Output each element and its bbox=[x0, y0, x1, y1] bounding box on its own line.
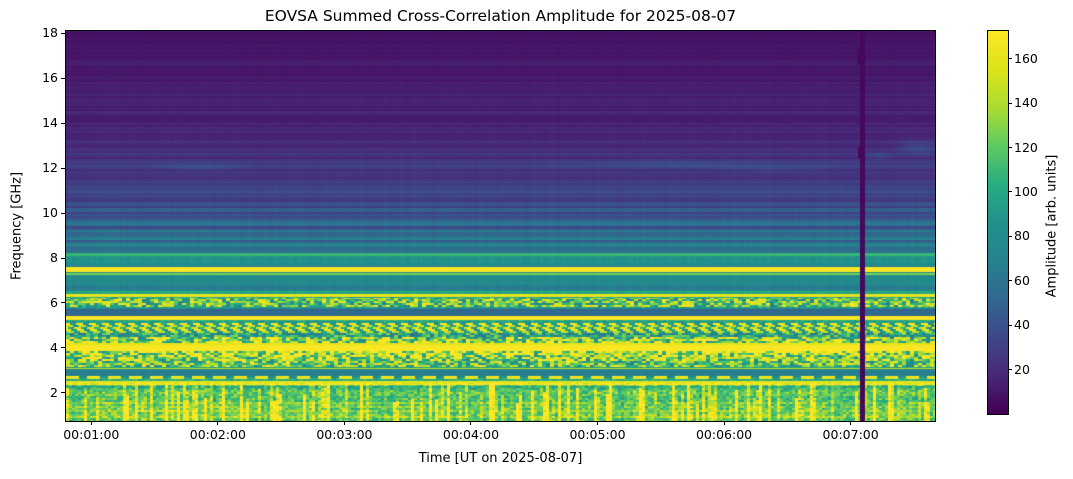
y-tick-label: 2 bbox=[50, 384, 58, 400]
y-tick-mark bbox=[61, 347, 65, 349]
colorbar-tick-mark bbox=[1008, 191, 1012, 193]
x-tick-mark bbox=[470, 421, 472, 425]
colorbar-tick-label: 160 bbox=[1014, 50, 1038, 66]
plot-area bbox=[65, 30, 936, 422]
colorbar-tick-mark bbox=[1008, 369, 1012, 371]
colorbar-tick-mark bbox=[1008, 147, 1012, 149]
x-tick-mark bbox=[217, 421, 219, 425]
y-tick-label: 4 bbox=[50, 339, 58, 355]
colorbar-tick-label: 140 bbox=[1014, 95, 1038, 111]
y-tick-mark bbox=[61, 167, 65, 169]
x-tick-label: 00:02:00 bbox=[189, 427, 246, 442]
y-tick-mark bbox=[61, 122, 65, 124]
spectrogram-heatmap bbox=[66, 31, 935, 421]
x-tick-mark bbox=[723, 421, 725, 425]
x-axis-label: Time [UT on 2025-08-07] bbox=[418, 451, 583, 466]
colorbar-tick-label: 100 bbox=[1014, 183, 1038, 199]
colorbar-tick-mark bbox=[1008, 102, 1012, 104]
colorbar-tick-label: 80 bbox=[1014, 228, 1030, 244]
x-tick-mark bbox=[90, 421, 92, 425]
y-tick-label: 16 bbox=[42, 70, 58, 86]
y-tick-mark bbox=[61, 77, 65, 79]
y-tick-mark bbox=[61, 212, 65, 214]
x-tick-label: 00:07:00 bbox=[822, 427, 879, 442]
x-tick-mark bbox=[597, 421, 599, 425]
x-tick-label: 00:04:00 bbox=[442, 427, 500, 442]
colorbar-tick-mark bbox=[1008, 324, 1012, 326]
y-tick-mark bbox=[61, 257, 65, 259]
x-tick-label: 00:01:00 bbox=[63, 427, 120, 442]
colorbar-tick-label: 60 bbox=[1014, 272, 1030, 288]
colorbar bbox=[987, 30, 1009, 415]
y-tick-label: 14 bbox=[42, 115, 58, 131]
colorbar-tick-mark bbox=[1008, 58, 1012, 60]
y-tick-label: 6 bbox=[50, 294, 58, 310]
colorbar-tick-label: 40 bbox=[1014, 317, 1030, 333]
y-tick-label: 12 bbox=[42, 160, 58, 176]
chart-title: EOVSA Summed Cross-Correlation Amplitude… bbox=[264, 7, 737, 25]
colorbar-tick-mark bbox=[1008, 235, 1012, 237]
x-tick-label: 00:03:00 bbox=[316, 427, 373, 442]
colorbar-tick-label: 20 bbox=[1014, 361, 1030, 377]
x-tick-mark bbox=[343, 421, 345, 425]
colorbar-tick-mark bbox=[1008, 280, 1012, 282]
colorbar-gradient bbox=[988, 31, 1008, 414]
x-tick-label: 00:06:00 bbox=[695, 427, 753, 442]
y-tick-label: 18 bbox=[42, 25, 58, 41]
colorbar-tick-label: 120 bbox=[1014, 139, 1038, 155]
y-tick-mark bbox=[61, 32, 65, 34]
x-tick-mark bbox=[850, 421, 852, 425]
y-tick-label: 8 bbox=[50, 250, 58, 266]
x-tick-label: 00:05:00 bbox=[569, 427, 626, 442]
y-tick-mark bbox=[61, 302, 65, 304]
y-tick-label: 10 bbox=[42, 205, 58, 221]
y-tick-mark bbox=[61, 392, 65, 394]
